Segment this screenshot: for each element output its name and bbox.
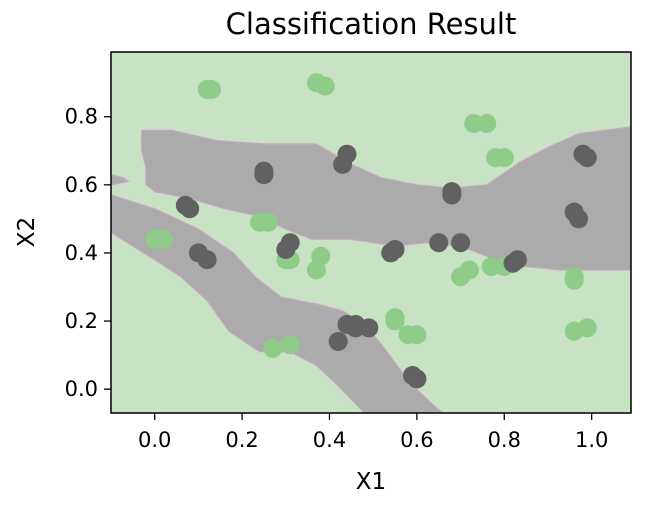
class-1-point <box>429 233 449 253</box>
class-1-point <box>569 209 589 229</box>
class-0-point <box>564 267 584 287</box>
x-tick-label: 0.6 <box>400 428 433 452</box>
class-0-point <box>459 260 479 280</box>
class-0-point <box>481 257 501 277</box>
class-0-point <box>258 212 278 232</box>
class-0-point <box>315 76 335 96</box>
x-axis-ticks: 0.0 0.2 0.4 0.6 0.8 1.0 <box>138 413 608 452</box>
class-0-point <box>306 260 326 280</box>
class-1-point <box>507 250 527 270</box>
y-tick-label: 0.8 <box>65 105 98 129</box>
class-0-point <box>385 311 405 331</box>
class-0-point <box>153 229 173 249</box>
x-axis-label: X1 <box>356 469 386 495</box>
y-axis-label: X2 <box>14 217 40 247</box>
x-tick-label: 1.0 <box>575 428 608 452</box>
class-1-point <box>197 250 217 270</box>
class-0-point <box>280 335 300 355</box>
class-0-point <box>577 318 597 338</box>
class-1-point <box>333 154 353 174</box>
y-tick-label: 0.2 <box>65 309 98 333</box>
decision-region-class-1-part-1 <box>111 174 130 186</box>
class-1-point <box>276 240 296 259</box>
data-points <box>145 73 597 389</box>
class-0-point <box>202 80 221 99</box>
class-1-point <box>577 148 597 168</box>
chart-title: Classification Result <box>226 7 517 41</box>
x-tick-label: 0.2 <box>225 428 258 452</box>
y-axis-ticks: 0.0 0.2 0.4 0.6 0.8 <box>65 105 111 401</box>
class-1-point <box>451 233 471 253</box>
x-tick-label: 0.4 <box>313 428 346 452</box>
class-0-point <box>494 148 514 168</box>
class-0-point <box>407 325 427 345</box>
y-tick-label: 0.0 <box>65 377 98 401</box>
class-1-point <box>442 185 462 205</box>
class-0-point <box>464 114 484 133</box>
class-0-point <box>263 338 283 358</box>
class-1-point <box>254 165 274 185</box>
class-1-point <box>385 240 405 259</box>
class-1-point <box>180 199 200 219</box>
x-tick-label: 0.0 <box>138 428 171 452</box>
class-1-point <box>328 332 348 351</box>
class-1-point <box>359 318 379 338</box>
plot-frame <box>110 51 632 414</box>
class-0-point <box>477 114 497 133</box>
y-tick-label: 0.6 <box>65 173 98 197</box>
y-tick-label: 0.4 <box>65 241 98 265</box>
class-1-point <box>346 318 366 338</box>
class-1-point <box>407 369 427 389</box>
x-tick-label: 0.8 <box>488 428 521 452</box>
